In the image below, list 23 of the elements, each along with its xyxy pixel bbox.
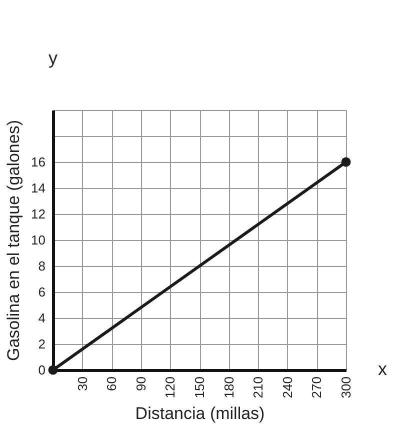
x-tick-label: 300 — [338, 376, 354, 398]
x-tick-label: 120 — [162, 376, 178, 398]
y-tick-label: 16 — [31, 154, 46, 170]
y-axis-title: Gasolina en el tanque (galones) — [4, 120, 24, 361]
y-tick-label: 4 — [38, 310, 46, 326]
x-tick-label: 150 — [192, 376, 207, 398]
x-tick-label: 180 — [221, 376, 236, 398]
text: y — [48, 48, 58, 68]
x-tick-label: 270 — [309, 376, 324, 398]
x-tick-label: 30 — [74, 376, 90, 391]
y-tick-label: 0 — [38, 362, 46, 378]
x-axis-title: Distancia (millas) — [135, 404, 265, 424]
text: x — [378, 359, 387, 379]
x-tick-label: 90 — [133, 376, 148, 391]
y-tick-label: 2 — [38, 336, 46, 352]
x-tick-label: 60 — [104, 376, 120, 391]
y-tick-label: 12 — [31, 206, 46, 222]
x-tick-label: 210 — [250, 376, 266, 398]
y-tick-label: 10 — [31, 232, 46, 248]
y-tick-label: 14 — [31, 180, 46, 196]
x-tick-label: 240 — [280, 376, 295, 398]
y-tick-label: 6 — [38, 284, 46, 300]
y-tick-label: 8 — [38, 258, 46, 274]
